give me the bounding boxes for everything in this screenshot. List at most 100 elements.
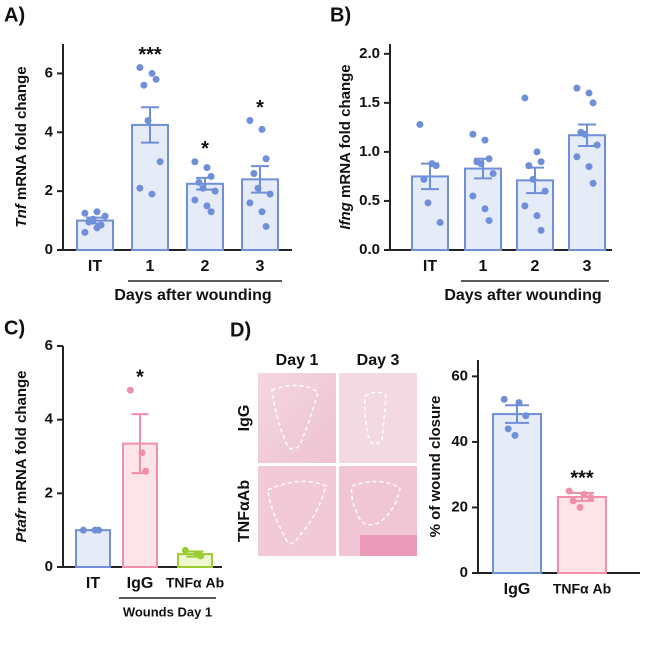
x-tick-label: IT: [88, 258, 102, 275]
x-tick-label: 3: [583, 258, 592, 275]
data-point: [500, 395, 508, 403]
image: [339, 373, 417, 463]
data-point: [197, 552, 205, 560]
panel-label: C): [4, 317, 25, 339]
data-point: [246, 117, 254, 125]
data-point: [585, 163, 593, 171]
data-point: [424, 199, 432, 207]
data-point: [266, 190, 274, 198]
data-point: [97, 221, 105, 229]
column-label: Day 3: [357, 352, 400, 369]
data-point: [246, 199, 254, 207]
data-point: [515, 399, 523, 407]
significance: ***: [570, 467, 594, 489]
x-axis-label: Days after wounding: [114, 287, 271, 304]
data-point: [569, 497, 577, 505]
data-point: [589, 179, 597, 187]
data-point: [142, 467, 150, 475]
x-tick-label: 2: [201, 258, 210, 275]
data-point: [537, 158, 545, 166]
y-axis-label: % of wound closure: [427, 396, 444, 538]
significance: *: [136, 366, 144, 388]
data-point: [258, 208, 266, 216]
y-tick-label: 2: [45, 484, 53, 501]
data-point: [525, 162, 533, 170]
data-point: [136, 184, 144, 192]
y-tick-label: 6: [45, 64, 53, 81]
image: [258, 373, 336, 463]
data-point: [573, 153, 581, 161]
row-label: IgG: [236, 405, 253, 432]
data-point: [587, 494, 595, 502]
y-tick-label: 0: [45, 241, 53, 258]
data-point: [207, 172, 215, 180]
x-tick-label: 3: [256, 258, 265, 275]
y-axis-label-gene: Tnf: [13, 202, 30, 227]
significance: *: [256, 97, 264, 119]
data-point: [593, 141, 601, 149]
data-point: [541, 187, 549, 195]
data-point: [262, 222, 270, 230]
y-axis-label-gene: Ifng: [337, 202, 354, 230]
x-axis-label: Days after wounding: [444, 287, 601, 304]
data-point: [565, 487, 573, 495]
y-tick-label: 2.0: [359, 45, 380, 62]
micrographs: D) Day 1 Day 3 IgG TNFαAb: [230, 319, 417, 556]
y-tick-label: 0: [460, 564, 468, 581]
x-tick-label: 1: [479, 258, 488, 275]
data-point: [191, 158, 199, 166]
y-tick-label: 1.0: [359, 143, 380, 160]
panel-label: B): [330, 4, 351, 26]
y-tick-label: 0.5: [359, 192, 380, 209]
data-point: [481, 136, 489, 144]
y-axis-label-text: % of wound closure: [427, 396, 444, 538]
y-tick-label: 1.5: [359, 94, 380, 111]
data-point: [485, 217, 493, 225]
bar: [568, 134, 606, 252]
data-point: [152, 75, 160, 83]
x-tick-label: 2: [531, 258, 540, 275]
data-point: [585, 89, 593, 97]
wound-outline: [364, 391, 387, 445]
data-point: [148, 190, 156, 198]
bar: [76, 219, 114, 251]
data-point: [203, 202, 211, 210]
error-bar: [141, 106, 159, 144]
y-axis-label: Ptafr mRNA fold change: [13, 371, 30, 543]
data-point: [181, 546, 189, 554]
panel-label: D): [230, 319, 251, 341]
data-point: [195, 178, 203, 186]
data-point: [521, 94, 529, 102]
data-point: [436, 219, 444, 227]
data-point: [126, 386, 134, 394]
data-point: [101, 212, 109, 220]
data-point: [140, 81, 148, 89]
data-point: [254, 184, 262, 192]
x-tick-label: TNFα Ab: [553, 581, 611, 597]
bar: [492, 413, 542, 575]
y-tick-label: 4: [45, 123, 54, 140]
y-tick-label: 0.0: [359, 241, 380, 258]
data-point: [511, 431, 519, 439]
data-point: [95, 526, 103, 534]
data-point: [529, 175, 537, 183]
data-point: [191, 196, 199, 204]
data-point: [420, 175, 428, 183]
data-point: [262, 155, 270, 163]
y-tick-label: 4: [45, 411, 54, 428]
column-label: Day 1: [276, 352, 319, 369]
data-point: [81, 209, 89, 217]
image-stain: [360, 535, 417, 556]
data-point: [211, 187, 219, 195]
data-point: [469, 130, 477, 138]
data-point: [573, 84, 581, 92]
x-tick-label: IT: [86, 575, 100, 592]
y-axis-label-text: mRNA fold change: [337, 64, 354, 198]
panel-label: A): [4, 4, 25, 26]
data-point: [207, 208, 215, 216]
x-tick-label: IgG: [504, 581, 531, 598]
y-tick-label: 20: [451, 498, 468, 515]
x-axis-label: Wounds Day 1: [123, 604, 212, 619]
data-point: [93, 208, 101, 216]
